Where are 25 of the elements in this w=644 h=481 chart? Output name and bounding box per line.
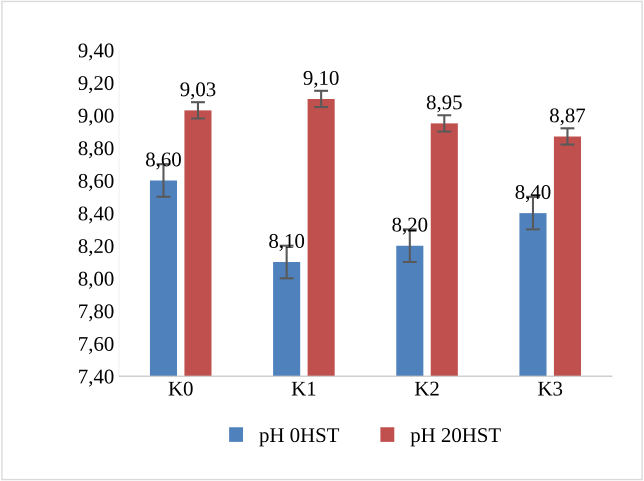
data-label: 8,10 — [269, 234, 304, 251]
y-tick-label: 8,40 — [78, 206, 114, 224]
data-label: 9,03 — [180, 82, 216, 100]
y-tick-label: 8,20 — [78, 239, 114, 256]
x-tick-label: K2 — [414, 382, 439, 396]
y-tick-label: 7,60 — [79, 336, 114, 354]
y-tick-label: 9,20 — [78, 76, 114, 94]
data-label: 9,10 — [304, 70, 339, 88]
y-tick-label: 8,60 — [78, 174, 114, 191]
y-tick-label: 7,40 — [79, 370, 114, 387]
y-tick-label: 9,00 — [78, 108, 114, 126]
data-label: 8,20 — [392, 218, 428, 235]
y-tick-label: 8,00 — [78, 272, 114, 289]
data-label: 8,40 — [516, 185, 550, 202]
data-label: 8,95 — [426, 95, 462, 112]
legend-label: pH 20HST — [410, 428, 501, 446]
y-tick-label: 8,80 — [78, 141, 114, 158]
x-tick-label: K0 — [168, 382, 193, 396]
y-tick-label: 9,40 — [78, 43, 114, 60]
data-label: 8,60 — [146, 152, 181, 170]
legend-label: pH 0HST — [259, 428, 340, 446]
data-label: 8,87 — [550, 108, 586, 126]
x-tick-label: K3 — [538, 382, 562, 396]
y-tick-label: 7,80 — [79, 304, 114, 322]
x-tick-label: K1 — [292, 382, 316, 396]
